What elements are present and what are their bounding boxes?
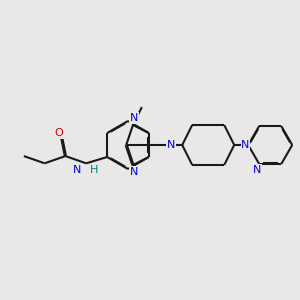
Text: N: N [73,165,81,175]
Text: N: N [130,167,138,177]
Text: N: N [130,113,138,123]
Text: N: N [253,165,261,175]
Text: N: N [241,140,250,150]
Text: H: H [90,165,98,175]
Text: O: O [55,128,63,138]
Text: N: N [167,140,175,150]
